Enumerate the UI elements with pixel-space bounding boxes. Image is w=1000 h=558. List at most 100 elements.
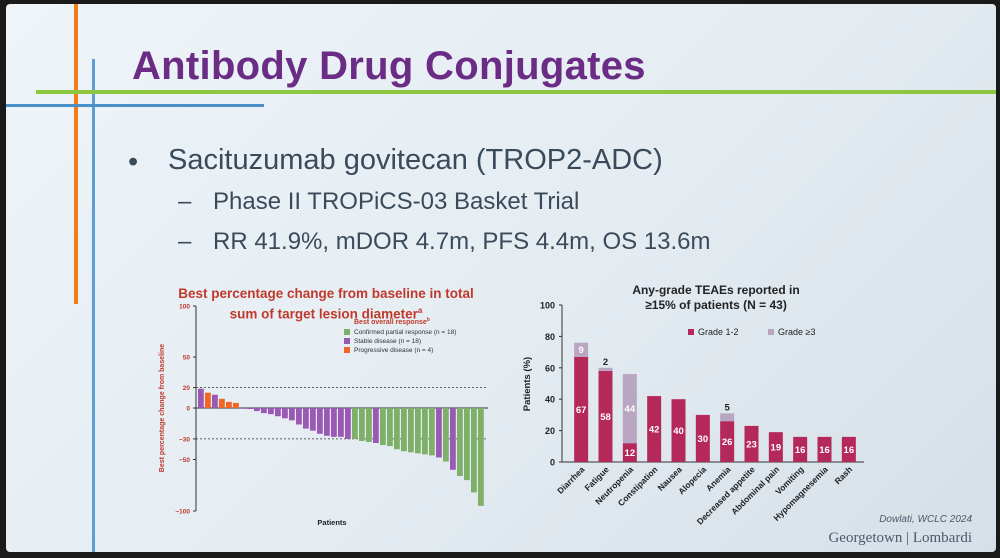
waterfall-bar (436, 408, 442, 458)
teae-bar-grade12 (841, 436, 856, 462)
waterfall-bar (408, 408, 414, 453)
teae-bar-label-grade3: 2 (603, 357, 608, 368)
teae-bar-grade12 (598, 370, 613, 462)
waterfall-bar (331, 408, 337, 437)
waterfall-bar (247, 408, 253, 410)
waterfall-title: Best percentage change from baseline in … (156, 285, 496, 323)
waterfall-bar (338, 408, 344, 437)
waterfall-bar (387, 408, 393, 447)
teae-bar-label-grade12: 12 (625, 448, 636, 459)
teae-bar-grade12 (622, 443, 637, 462)
blue-horizontal-line (6, 104, 264, 107)
teae-y-tick-label: 40 (545, 395, 555, 405)
waterfall-bar (303, 408, 309, 429)
waterfall-y-tick-label: −30 (179, 436, 190, 443)
waterfall-bar (261, 408, 267, 414)
brand-logo-text: Georgetown | Lombardi (828, 530, 972, 546)
waterfall-bar (429, 408, 435, 456)
sub-dash-2: – (178, 228, 192, 255)
teae-bar-label-grade12: 16 (819, 445, 830, 456)
waterfall-bar (464, 408, 470, 481)
teae-title-line1: Any-grade TEAEs reported in (632, 283, 800, 297)
waterfall-bar (345, 408, 351, 439)
waterfall-legend-swatch (344, 329, 350, 335)
waterfall-y-tick-label: 50 (183, 355, 191, 362)
teae-bar-grade12 (793, 436, 808, 462)
citation: Dowlati, WCLC 2024 (879, 514, 972, 525)
waterfall-y-tick-label: 100 (179, 304, 190, 311)
teae-category-label: Rash (832, 464, 854, 486)
sub-bullet-2: RR 41.9%, mDOR 4.7m, PFS 4.4m, OS 13.6m (213, 228, 711, 255)
bullet-marker: • (128, 146, 139, 178)
waterfall-bar (275, 408, 281, 417)
waterfall-title-line1: Best percentage change from baseline in … (178, 286, 474, 301)
slide: Antibody Drug Conjugates • Sacituzumab g… (6, 4, 996, 552)
waterfall-legend-title-sup: b (427, 317, 430, 323)
waterfall-bar (296, 408, 302, 425)
teae-bar-label-grade3: 9 (579, 345, 584, 356)
teae-category-label: Diarrhea (555, 464, 587, 496)
teae-y-tick-label: 100 (540, 301, 555, 311)
waterfall-y-tick-label: 20 (183, 385, 191, 392)
waterfall-bar (366, 408, 372, 442)
teae-bar-grade12 (817, 436, 832, 462)
teae-bar-grade12 (720, 421, 735, 462)
waterfall-bar (471, 408, 477, 493)
waterfall-title-sup: a (417, 306, 423, 315)
waterfall-bar (380, 408, 386, 446)
waterfall-bar (401, 408, 407, 452)
teae-bar-label-grade12: 16 (795, 445, 806, 456)
waterfall-bar (394, 408, 400, 450)
waterfall-bar (233, 402, 239, 408)
teae-bar-grade3 (622, 374, 637, 444)
waterfall-bar (422, 408, 428, 455)
waterfall-x-label: Patients (317, 518, 346, 527)
bullet-text: Sacituzumab govitecan (TROP2-ADC) (168, 144, 663, 176)
waterfall-bar (289, 408, 295, 421)
waterfall-bar (415, 408, 421, 454)
waterfall-legend-label: Stable disease (n = 18) (354, 338, 421, 345)
teae-bar-grade3 (720, 413, 735, 422)
teae-bar-label-grade3: 44 (625, 404, 636, 415)
teae-legend-label: Grade 1-2 (698, 327, 739, 337)
waterfall-y-tick-label: −50 (179, 457, 190, 464)
teae-y-tick-label: 80 (545, 332, 555, 342)
teae-y-tick-label: 0 (550, 458, 555, 468)
waterfall-title-line2: sum of target lesion diameter (229, 306, 418, 322)
waterfall-bar (268, 408, 274, 415)
sub-bullet-1: Phase II TROPiCS-03 Basket Trial (213, 188, 580, 215)
teae-bar-label-grade12: 40 (673, 426, 684, 437)
waterfall-legend-swatch (344, 338, 350, 344)
teae-bar-label-grade12: 58 (600, 412, 611, 423)
waterfall-bar (373, 408, 379, 444)
teae-bar-label-grade12: 19 (771, 443, 782, 454)
waterfall-bar (443, 408, 449, 462)
waterfall-bar (310, 408, 316, 431)
waterfall-bar (226, 401, 232, 408)
waterfall-legend-label: Confirmed partial response (n = 18) (354, 329, 456, 336)
waterfall-bar (240, 408, 246, 409)
teae-bar-label-grade12: 23 (746, 439, 757, 450)
waterfall-bar (219, 398, 225, 408)
teae-title-line2: ≥15% of patients (N = 43) (645, 298, 787, 312)
waterfall-bar (450, 408, 456, 470)
waterfall-bar (457, 408, 463, 476)
waterfall-bar (205, 392, 211, 408)
waterfall-bar (282, 408, 288, 419)
teae-y-label: Patients (%) (522, 357, 533, 411)
teae-title: Any-grade TEAEs reported in ≥15% of pati… (581, 283, 851, 313)
teae-bar-grade12 (647, 396, 662, 462)
waterfall-bar (212, 394, 218, 408)
waterfall-bar (359, 408, 365, 441)
waterfall-y-tick-label: 0 (186, 406, 190, 413)
waterfall-bar (324, 408, 330, 436)
teae-bar-label-grade12: 30 (698, 434, 709, 445)
teae-bar-grade12 (768, 432, 783, 462)
waterfall-bar (352, 408, 358, 439)
teae-y-tick-label: 20 (545, 426, 555, 436)
slide-title: Antibody Drug Conjugates (132, 44, 646, 88)
waterfall-bar (317, 408, 323, 434)
orange-vertical-line (74, 4, 78, 304)
teae-bar-grade12 (671, 399, 686, 462)
